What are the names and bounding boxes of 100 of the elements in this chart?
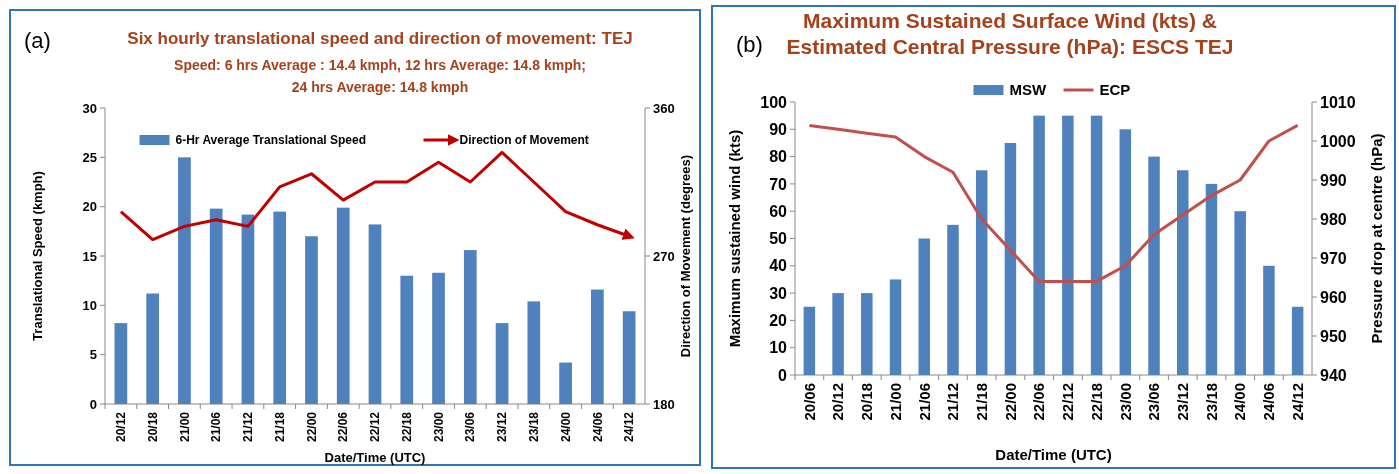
bar <box>947 224 959 375</box>
bar <box>273 211 287 404</box>
y-axis-title: Translational Speed (kmph) <box>30 171 45 341</box>
y2-tick-label: 1000 <box>1320 132 1356 150</box>
y-tick-label: 15 <box>82 248 97 264</box>
y-tick-label: 50 <box>769 230 788 248</box>
bar <box>861 293 873 375</box>
bar <box>527 301 541 404</box>
y-tick-label: 60 <box>769 202 788 220</box>
y-tick-label: 10 <box>82 297 97 313</box>
x-tick-label: 23/18 <box>1202 383 1220 421</box>
x-tick-label: 20/12 <box>829 383 847 421</box>
x-tick-label: 22/00 <box>1001 383 1019 421</box>
y-tick-label: 80 <box>769 148 788 166</box>
legend-label: MSW <box>1009 81 1047 99</box>
y-tick-label: 90 <box>769 120 788 138</box>
x-tick-label: 21/00 <box>177 411 192 443</box>
bar <box>114 323 128 404</box>
x-tick-label: 21/06 <box>209 411 224 443</box>
y2-axis-title: Direction of Movement (degrees) <box>678 154 693 358</box>
bar <box>400 275 414 404</box>
x-tick-label: 23/12 <box>1174 383 1191 421</box>
line-series <box>807 123 1300 283</box>
x-tick-label: 23/00 <box>431 411 446 443</box>
x-tick-label: 24/00 <box>1231 383 1249 421</box>
legend-label: Direction of Movement <box>459 133 589 148</box>
x-tick-label: 21/18 <box>972 383 990 421</box>
y2-tick-label: 950 <box>1320 327 1347 345</box>
y2-axis-title: Pressure drop at centre (hPa) <box>1368 133 1385 344</box>
bar <box>832 293 844 375</box>
y-tick-label: 70 <box>769 175 788 193</box>
bar <box>889 279 902 375</box>
x-tick-label: 20/06 <box>800 383 818 421</box>
bar <box>1004 142 1017 375</box>
bar <box>178 157 191 404</box>
bar <box>1234 211 1246 375</box>
x-tick-label: 24/00 <box>558 411 573 443</box>
x-tick-label: 24/06 <box>1260 383 1278 421</box>
y-axis-title: Maximum sustained wind (kts) <box>726 129 743 348</box>
x-tick-label: 22/00 <box>304 411 319 443</box>
bar <box>368 224 382 404</box>
x-tick-label: 22/18 <box>399 411 414 443</box>
y2-tick-label: 180 <box>653 396 675 412</box>
legend-label: ECP <box>1099 81 1131 99</box>
y-tick-label: 25 <box>82 149 97 165</box>
y-tick-label: 30 <box>82 100 97 116</box>
x-tick-label: 20/18 <box>145 411 160 443</box>
y-tick-label: 10 <box>769 339 788 357</box>
bar <box>1291 306 1304 375</box>
y2-tick-label: 970 <box>1320 249 1347 267</box>
y-tick-label: 100 <box>760 93 788 111</box>
x-tick-label: 21/12 <box>241 411 256 443</box>
x-axis-title: Date/Time (UTC) <box>995 446 1112 463</box>
x-axis-title: Date/Time (UTC) <box>324 450 426 465</box>
legend-label: 6-Hr Average Translational Speed <box>175 133 367 148</box>
x-tick-label: 20/18 <box>858 383 876 421</box>
bar <box>591 289 604 404</box>
chart-title: Maximum Sustained Surface Wind (kts) & Estimated Central Pressure (hPa): ESCS TEJ <box>786 9 1234 58</box>
y-tick-label: 0 <box>778 366 788 384</box>
bar <box>1148 156 1160 375</box>
x-tick-label: 23/06 <box>463 411 478 443</box>
x-tick-label: 24/06 <box>590 411 605 443</box>
bar <box>1062 115 1074 375</box>
x-tick-label: 23/18 <box>527 411 542 443</box>
bar <box>1205 183 1218 375</box>
x-tick-label: 23/00 <box>1116 383 1134 421</box>
x-tick-label: 22/18 <box>1087 383 1105 421</box>
bar <box>559 362 572 404</box>
x-tick-label: 21/18 <box>272 411 287 443</box>
y2-tick-label: 980 <box>1320 210 1347 228</box>
x-tick-label: 23/06 <box>1145 383 1163 421</box>
y2-tick-label: 960 <box>1320 288 1347 306</box>
bar <box>975 170 988 375</box>
bar <box>305 236 318 404</box>
bar <box>622 311 636 404</box>
y2-tick-label: 360 <box>653 100 675 116</box>
bar <box>1033 115 1045 375</box>
y2-tick-label: 270 <box>653 248 675 264</box>
bar <box>463 250 477 404</box>
y-tick-label: 20 <box>769 312 788 329</box>
bar <box>432 272 445 404</box>
y-tick-label: 20 <box>82 199 97 215</box>
chart-title: Six hourly translational speed and direction of movement: TEJ <box>127 29 633 48</box>
bar <box>1263 265 1275 375</box>
bar <box>918 238 930 375</box>
x-tick-label: 22/12 <box>1059 383 1077 421</box>
x-tick-label: 22/06 <box>1030 383 1048 421</box>
bar <box>336 207 350 404</box>
x-tick-label: 21/00 <box>886 383 904 421</box>
x-tick-label: 21/12 <box>944 383 962 421</box>
y-tick-label: 40 <box>769 257 788 275</box>
y-tick-label: 0 <box>89 396 97 412</box>
bar <box>241 214 255 404</box>
x-tick-label: 24/12 <box>622 411 637 443</box>
bar <box>1119 129 1132 375</box>
text: (b) <box>736 32 763 57</box>
y2-tick-label: 940 <box>1320 366 1347 384</box>
y-tick-label: 30 <box>769 284 788 302</box>
x-tick-label: 22/06 <box>336 411 351 443</box>
y-tick-label: 5 <box>89 347 97 363</box>
